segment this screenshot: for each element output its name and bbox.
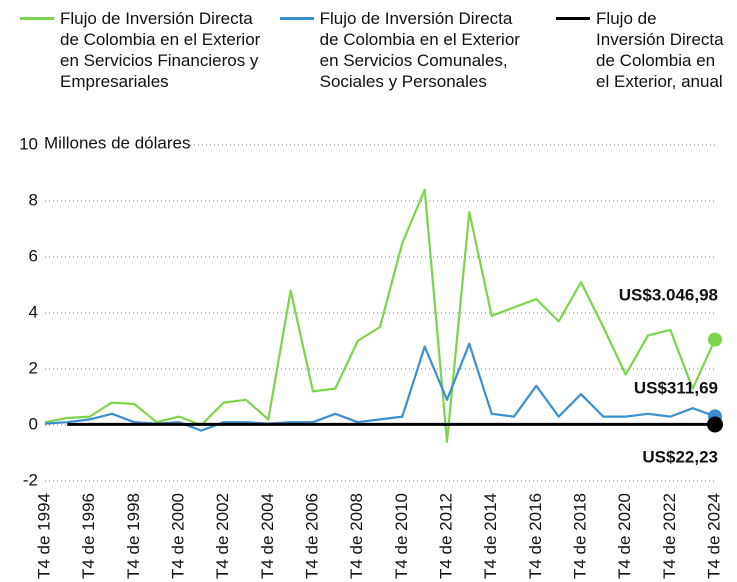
annotation: US$22,23 [642,447,718,466]
x-tick-label: T4 de 2008 [347,493,366,579]
x-tick-label: T4 de 2004 [258,493,277,579]
x-tick-label: T4 de 2000 [168,493,187,579]
y-tick-label: 4 [29,302,38,321]
legend: Flujo de Inversión Directa de Colombia e… [20,8,730,92]
y-tick-label: -2 [23,470,38,489]
end-dot [708,332,722,347]
series-line [44,188,717,443]
x-tick-label: T4 de 1994 [34,493,53,579]
annotation: US$3.046,98 [619,285,718,304]
x-tick-label: T4 de 2012 [436,493,455,579]
y-tick-label: 10 [19,134,38,153]
legend-swatch [279,17,314,20]
x-tick-label: T4 de 2020 [615,493,634,579]
x-tick-label: T4 de 2006 [302,493,321,579]
legend-label: Flujo de Inversión Directa de Colombia e… [319,9,520,91]
y-tick-label: 2 [29,358,38,377]
annotation: US$311,69 [634,378,718,397]
x-tick-label: T4 de 2016 [526,493,545,579]
x-tick-label: T4 de 2024 [704,493,723,579]
legend-label: Flujo de Inversión Directa de Colombia e… [596,9,724,91]
y-axis-label: Millones de dólares [44,133,190,152]
legend-swatch [556,17,591,20]
x-tick-label: T4 de 2014 [481,493,500,579]
x-tick-label: T4 de 2022 [660,493,679,579]
legend-entry: Flujo de Inversión Directa de Colombia e… [20,8,262,92]
series-line [44,342,716,432]
x-tick-label: T4 de 1998 [124,493,143,579]
legend-label: Flujo de Inversión Directa de Colombia e… [60,9,261,91]
x-tick-label: T4 de 2010 [392,493,411,579]
y-tick-label: 0 [29,414,38,433]
x-tick-label: T4 de 2002 [213,493,232,579]
y-tick-label: 8 [29,190,38,209]
legend-entry: Flujo de Inversión Directa de Colombia e… [556,8,730,92]
x-tick-label: T4 de 1996 [79,493,98,579]
legend-entry: Flujo de Inversión Directa de Colombia e… [279,8,526,92]
legend-swatch [20,17,54,20]
end-dot [707,416,723,433]
y-tick-label: 6 [29,246,38,265]
x-tick-label: T4 de 2018 [570,493,589,579]
